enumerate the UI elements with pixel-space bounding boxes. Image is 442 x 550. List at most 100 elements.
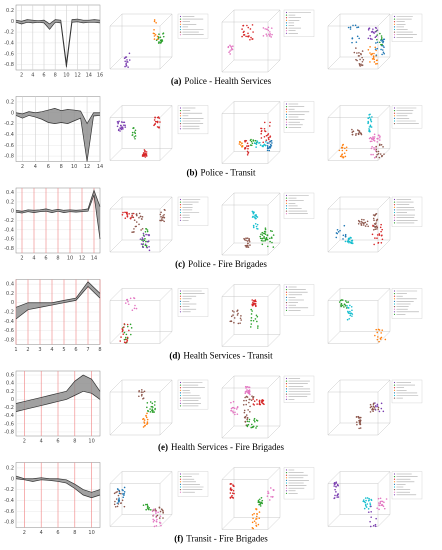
axis-box-edge [377, 331, 391, 344]
scatter-dot [126, 215, 129, 217]
scatter-dot [344, 300, 347, 302]
scatter-dot [159, 515, 162, 518]
scatter-dot [142, 232, 145, 235]
scatter-dot [373, 214, 376, 217]
legend-box [177, 471, 209, 497]
scatter-dot [238, 143, 241, 145]
scatter-dot [154, 34, 157, 36]
axis-box-edge [159, 105, 173, 118]
scatter-dot [372, 57, 375, 60]
scatter-dot [253, 512, 255, 515]
scatter-dot [252, 224, 255, 227]
scatter-dot [358, 62, 361, 65]
x-tick-label: 8 [54, 73, 57, 79]
scatter-dot [255, 142, 258, 145]
scatter-dot [359, 65, 362, 67]
scatter-dot [154, 510, 157, 513]
subfigure: -0.8 -0.6 -0.4 -0.2 0 0.2 0.4 0.6 2 4 6 8 10 (e) Healt… [4, 370, 423, 452]
x-tick-label: 4 [32, 256, 35, 262]
legend-marker [179, 128, 182, 130]
scatter-dot [335, 482, 337, 484]
scatter-dot [148, 249, 151, 252]
scatter-dot [375, 156, 378, 158]
scatter-dot [243, 409, 246, 412]
legend-marker [393, 306, 396, 308]
legend-marker [179, 112, 182, 114]
scatter-dot [384, 338, 387, 341]
legend-marker [285, 380, 288, 382]
scatter-dot [255, 419, 258, 422]
scatter-dot [154, 123, 157, 125]
scatter-dot [367, 49, 370, 51]
scatter-dot [162, 215, 164, 217]
scatter-dot [334, 494, 336, 497]
scatter-dot [372, 403, 375, 406]
scatter-dot [247, 151, 250, 154]
scatter-dot [230, 315, 233, 318]
scatter-dot [374, 408, 376, 410]
legend-marker [393, 36, 396, 38]
axis-box-edge [109, 331, 123, 344]
legend-marker [285, 474, 288, 476]
scatter-dot [140, 395, 143, 397]
axis-box-edge [377, 105, 391, 118]
legend-marker [393, 494, 396, 496]
legend-marker [285, 200, 288, 202]
legend-marker [393, 303, 396, 305]
scatter-dot [248, 238, 250, 240]
scatter-dot [252, 527, 254, 530]
scatter-dot [373, 52, 375, 55]
scatter-dot [369, 403, 372, 406]
scatter-dot [124, 126, 127, 128]
legend-marker [393, 18, 396, 20]
scatter-dot [266, 245, 269, 248]
scatter-dot [364, 225, 367, 227]
scatter-dot [230, 407, 233, 410]
y-tick-label: 0.2 [6, 465, 14, 471]
scatter-dot [236, 309, 239, 312]
scatter-dot [118, 128, 120, 131]
scatter-dot [124, 60, 126, 63]
y-tick-label: 0.2 [6, 389, 14, 395]
scatter-dot [360, 132, 362, 135]
x-tick-label: 4 [31, 73, 34, 79]
scatter-dot [378, 504, 381, 507]
legend-marker [393, 293, 396, 295]
scatter-dot [355, 421, 358, 423]
legend-marker [393, 222, 396, 224]
axis-box-edge [267, 517, 281, 530]
axis-box-edge [327, 288, 341, 301]
band-upper [15, 189, 101, 212]
scatter-dot [145, 227, 147, 230]
scatter-dot [248, 239, 250, 241]
y-tick-label: -0.4 [4, 40, 14, 46]
scatter-dot [343, 152, 346, 154]
scatter-dot [138, 216, 140, 219]
scatter-dot [233, 321, 235, 324]
legend-box [177, 196, 209, 226]
scatter-dot [373, 223, 376, 225]
scatter-dot [377, 408, 380, 411]
legend-marker [285, 309, 288, 311]
scatter-dot [120, 126, 123, 129]
scatter-dot [251, 24, 254, 26]
scatter-dot [124, 336, 127, 339]
scatter-dot [372, 28, 374, 30]
scatter-dot [231, 492, 234, 494]
scatter-dot [232, 400, 235, 403]
scatter-dot [250, 317, 253, 319]
scatter-dot [380, 402, 383, 405]
scatter-dot [154, 508, 157, 510]
legend-marker [393, 392, 396, 394]
scatter-dot [243, 238, 246, 241]
scatter-dot [248, 420, 250, 423]
caption-label: (a) [171, 76, 182, 86]
caption-label: (b) [186, 168, 197, 178]
scatter-dot [349, 310, 351, 313]
legend-marker [179, 486, 182, 488]
scatter-dot [378, 410, 381, 413]
scatter-dot [266, 142, 269, 144]
scatter-dot [129, 323, 132, 326]
scatter-dot [247, 246, 250, 248]
